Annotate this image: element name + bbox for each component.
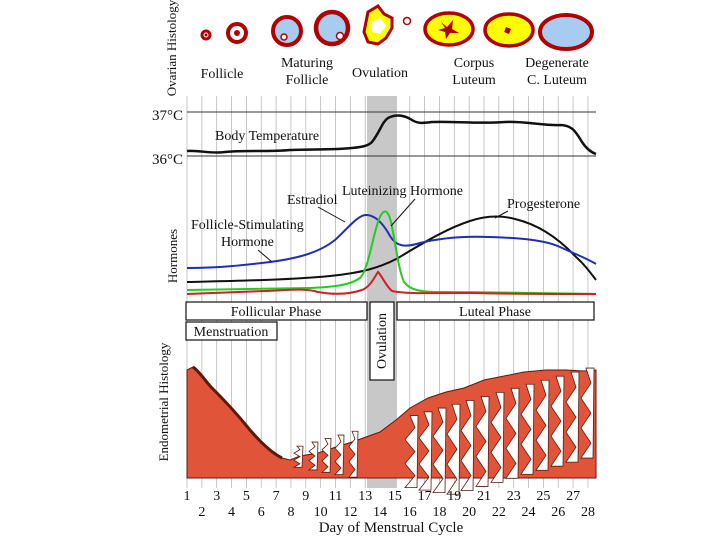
day-tick-label: 15 (388, 489, 402, 504)
label-c-luteum: C. Luteum (527, 73, 587, 88)
day-tick-label: 22 (492, 505, 506, 520)
day-tick-label: 1 (184, 489, 191, 504)
body-temperature-label: Body Temperature (215, 129, 319, 144)
day-tick-label: 24 (522, 505, 536, 520)
gland (348, 430, 359, 478)
luteal-phase-label: Luteal Phase (459, 305, 531, 320)
day-tick-label: 17 (418, 489, 432, 504)
gland (460, 400, 475, 491)
ovarian-histology-label: Ovarian Histology (164, 0, 179, 96)
menstruation-box (185, 321, 278, 341)
ovulation-phase-label: Ovulation (375, 313, 390, 369)
ovary-stage-2 (226, 22, 248, 44)
day-tick-label: 20 (462, 505, 476, 520)
body-temperature-curve (186, 114, 597, 156)
day-tick-label: 12 (343, 505, 357, 520)
ovary-stage-3 (271, 15, 303, 47)
label-luteum: Luteum (452, 73, 496, 88)
day-tick-label: 6 (258, 505, 265, 520)
day-tick-label: 28 (581, 505, 595, 520)
follicular-phase-box (185, 301, 368, 321)
gland (334, 434, 345, 476)
ovary-stage-degenerate (538, 13, 594, 51)
day-tick-label: 18 (432, 505, 446, 520)
endometrial-glands (292, 367, 595, 495)
fsh-pointer (257, 249, 273, 263)
day-axis: 1 3 5 7 9 11 13 15 17 19 21 23 25 272 4 6 8 10 12 14 16 18 20 2… (184, 489, 595, 520)
day-tick-label: 26 (551, 505, 565, 520)
gland (475, 396, 490, 487)
day-tick-label: 10 (314, 505, 328, 520)
gland (432, 407, 447, 494)
temp-36-label: 36°C (152, 152, 183, 168)
follicular-phase-label: Follicular Phase (231, 305, 322, 320)
estradiol-pointer (317, 206, 346, 223)
gland (550, 375, 565, 467)
gland (404, 415, 419, 488)
fsh-label-hormone: Hormone (221, 235, 274, 250)
gland (580, 367, 595, 459)
gland (307, 441, 319, 471)
estradiol-label: Estradiol (287, 193, 338, 208)
x-axis-title: Day of Menstrual Cycle (319, 520, 464, 536)
lh-curve (186, 210, 597, 295)
label-maturing-follicle: Follicle (286, 73, 329, 88)
estradiol-curve (186, 270, 597, 295)
temp-37-label: 37°C (152, 108, 183, 124)
ovary-stage-corpus-2 (483, 12, 535, 48)
fsh-curve (186, 213, 597, 269)
day-tick-label: 14 (373, 505, 387, 520)
ovulation-phase-box (369, 301, 395, 381)
ovary-stage-ovulation (362, 4, 412, 46)
gland (490, 391, 505, 483)
label-ovulation-top: Ovulation (352, 66, 408, 81)
gland (446, 403, 461, 495)
lh-pointer (390, 198, 416, 227)
ovary-stage-4 (313, 9, 351, 47)
fsh-label: Follicle-Stimulating (191, 218, 304, 233)
day-tick-label: 2 (198, 505, 205, 520)
endometrial-histology-label: Endometrial Histology (156, 342, 171, 461)
gland (535, 379, 550, 471)
gland (418, 411, 433, 491)
label-corpus: Corpus (454, 56, 494, 71)
day-tick-label: 16 (403, 505, 417, 520)
day-tick-label: 25 (536, 489, 550, 504)
day-tick-label: 9 (302, 489, 309, 504)
day-tick-label: 3 (213, 489, 220, 504)
day-tick-label: 5 (243, 489, 250, 504)
day-tick-label: 8 (287, 505, 294, 520)
label-degenerate: Degenerate (525, 56, 589, 71)
gland (565, 371, 580, 463)
day-tick-label: 21 (477, 489, 491, 504)
luteal-phase-box (396, 301, 595, 321)
ovary-stage-corpus-1 (423, 11, 475, 47)
gland (520, 383, 535, 475)
gland (320, 438, 332, 473)
day-tick-label: 27 (566, 489, 580, 504)
progesterone-label: Progesterone (507, 197, 580, 212)
day-tick-label: 11 (329, 489, 342, 504)
label-maturing: Maturing (281, 56, 333, 71)
lh-label: Luteinizing Hormone (342, 184, 463, 199)
day-tick-label: 4 (228, 505, 235, 520)
day-tick-label: 7 (273, 489, 280, 504)
progesterone-pointer (494, 210, 509, 219)
endometrium-dark-edge (192, 365, 283, 460)
progesterone-curve (186, 215, 597, 283)
day-tick-label: 13 (358, 489, 372, 504)
gland (292, 445, 304, 468)
menstruation-label: Menstruation (194, 325, 269, 340)
day-tick-label: 19 (447, 489, 461, 504)
hormones-section-label: Hormones (165, 229, 180, 283)
day-tick-label: 23 (507, 489, 521, 504)
ovary-stage-1 (200, 29, 212, 41)
label-follicle: Follicle (201, 67, 244, 82)
gland (505, 387, 520, 479)
